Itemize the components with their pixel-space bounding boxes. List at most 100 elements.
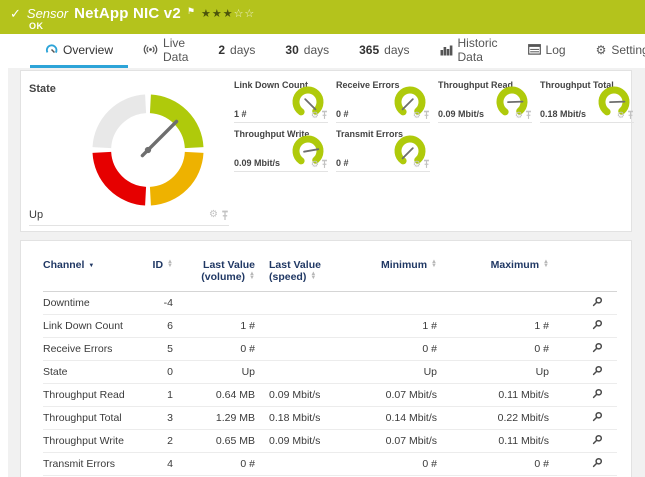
channel-id-cell: 6 [138,314,173,338]
tab-live-data[interactable]: Live Data [128,34,203,68]
maximum-cell: 0 # [437,337,549,361]
gauge-settings-gear-icon[interactable]: ⚙ [412,110,421,120]
mini-gauge-value: 0 # [336,158,349,168]
mini-gauge-block: Throughput Write 0.09 Mbit/s ⚙ [234,129,328,172]
last-value-speed-cell: 0.09 Mbit/s [255,383,349,407]
last-value-speed-cell [255,291,349,315]
gauge-settings-gear-icon[interactable]: ⚙ [616,110,625,120]
gauge-pin-icon[interactable] [321,159,328,169]
tab-365-days[interactable]: 365 days [344,34,424,68]
channel-name-cell[interactable]: Link Down Count [43,314,138,338]
tab-overview[interactable]: Overview [30,34,129,68]
tab-2-days[interactable]: 2 days [203,34,270,68]
channel-name-cell[interactable]: Downtime [43,291,138,315]
gauge-pin-icon[interactable] [321,110,328,120]
column-header-maximum[interactable]: Maximum [437,255,549,292]
channel-settings-icon[interactable] [591,342,603,357]
mini-gauge-block: Link Down Count 1 # ⚙ [234,80,328,123]
column-header-id[interactable]: ID [138,255,173,292]
column-header-last-value-speed[interactable]: Last Value (speed) [255,255,349,292]
channel-settings-icon[interactable] [591,457,603,472]
channel-settings-icon[interactable] [591,319,603,334]
gauge-settings-gear-icon[interactable]: ⚙ [310,159,319,169]
state-gauge-needle [140,119,179,158]
sensor-header: ✓ Sensor NetApp NIC v2 ⚑ ★★★☆☆ OK [0,0,645,34]
gauge-settings-gear-icon[interactable]: ⚙ [310,110,319,120]
minimum-cell: 0.07 Mbit/s [349,383,437,407]
sort-icon [431,260,437,269]
channel-settings-icon[interactable] [591,296,603,311]
mini-gauge-needle [401,147,414,160]
sensor-name: NetApp NIC v2 [74,5,181,22]
mini-gauge-needle [401,98,414,111]
column-header-channel[interactable]: Channel [43,255,138,292]
tab-settings[interactable]: ⚙ Settings [581,34,645,68]
tab-label: Historic Data [457,35,498,64]
mini-gauge [394,86,426,116]
gauge-pin-icon[interactable] [525,110,532,120]
last-value-speed-cell [255,314,349,338]
minimum-cell: Up [349,360,437,384]
channel-settings-icon[interactable] [591,388,603,403]
gauge-pin-icon[interactable] [423,110,430,120]
gauges-panel: State Up ⚙ [20,70,634,232]
column-label: Maximum [490,259,540,271]
tab-log[interactable]: Log [513,34,581,68]
minimum-cell: 0.07 Mbit/s [349,429,437,453]
column-header-minimum[interactable]: Minimum [349,255,437,292]
minimum-cell: 0 # [349,337,437,361]
table-row: Downtime -4 [43,291,617,315]
channel-actions-cell [549,360,617,384]
mini-gauge-label: Throughput Total [540,80,614,90]
gauge-pin-icon[interactable] [627,110,634,120]
column-sublabel: (speed) [269,271,307,283]
priority-stars[interactable]: ★★★☆☆ [201,7,255,20]
channel-name-cell[interactable]: Receive Errors [43,337,138,361]
mini-gauge-value: 1 # [234,109,247,119]
overview-gauge-icon [45,43,58,56]
last-value-speed-cell: 0.18 Mbit/s [255,406,349,430]
tab-label: days [230,42,256,57]
column-header-last-value-volume[interactable]: Last Value (volume) [173,255,255,292]
tab-bar: Overview Live Data 2 days 30 days 365 da… [0,34,645,68]
stars-filled[interactable]: ★★★ [200,8,234,20]
channel-id-cell: 5 [138,337,173,361]
channel-name-cell[interactable]: Throughput Read [43,383,138,407]
mini-gauge [598,86,630,116]
tab-30-days[interactable]: 30 days [270,34,344,68]
maximum-cell [437,291,549,315]
gauge-settings-gear-icon[interactable]: ⚙ [412,159,421,169]
stars-empty[interactable]: ☆☆ [233,8,256,20]
last-value-volume-cell [173,291,255,315]
sort-icon [310,272,316,281]
minimum-cell: 1 # [349,314,437,338]
channel-id-cell: 4 [138,452,173,476]
tab-historic-data[interactable]: Historic Data [425,34,513,68]
mini-gauge-value: 0.18 Mbit/s [540,109,587,119]
channel-settings-icon[interactable] [591,434,603,449]
tab-label: Settings [611,42,645,57]
channel-name-cell[interactable]: Throughput Write [43,429,138,453]
channel-name-cell[interactable]: State [43,360,138,384]
column-label: ID [152,259,164,271]
gauge-pin-icon[interactable] [221,210,229,221]
mini-gauge-label: Throughput Read [438,80,513,90]
flag-icon[interactable]: ⚑ [186,6,195,16]
channel-settings-icon[interactable] [591,411,603,426]
channel-name-cell[interactable]: Transmit Errors [43,452,138,476]
channel-settings-icon[interactable] [591,365,603,380]
gauge-settings-gear-icon[interactable]: ⚙ [209,209,218,220]
column-label: Last Value [269,259,321,271]
channel-table-body: Downtime -4 Link Down Count 6 1 # 1 # 1 … [43,291,617,476]
column-header-actions [549,255,617,292]
last-value-speed-cell: 0.09 Mbit/s [255,429,349,453]
channel-id-cell: -4 [138,291,173,315]
tab-label: Live Data [163,35,189,64]
mini-gauge-label: Receive Errors [336,80,400,90]
last-value-speed-cell [255,337,349,361]
channel-name-cell[interactable]: Throughput Total [43,406,138,430]
gauge-pin-icon[interactable] [423,159,430,169]
maximum-cell: 0.11 Mbit/s [437,429,549,453]
gauge-settings-gear-icon[interactable]: ⚙ [514,110,523,120]
log-list-icon [527,44,541,55]
